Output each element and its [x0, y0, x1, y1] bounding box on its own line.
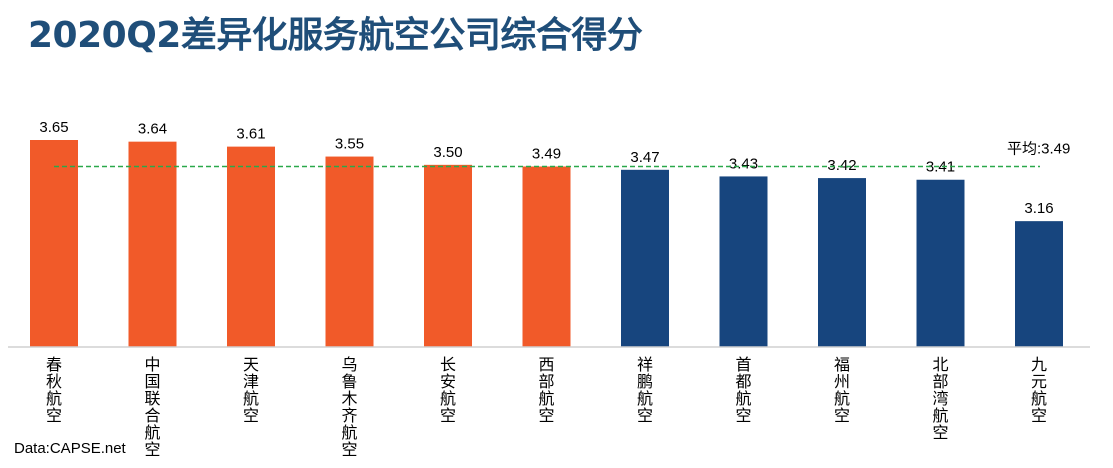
- bars-group: 3.65 3.64 3.61 3.55 3.50 3.49 3.47 3.43 3.42 3.41…: [30, 119, 1063, 347]
- value-label-10: 3.41: [926, 159, 955, 176]
- value-label-2: 3.64: [138, 121, 167, 138]
- category-label-7: 祥鹏航空: [636, 355, 653, 425]
- bar-6: [522, 166, 571, 347]
- value-label-9: 3.42: [827, 157, 856, 174]
- bar-5: [424, 164, 472, 347]
- value-label-6: 3.49: [532, 145, 561, 162]
- category-label-2: 中国联合航空: [144, 355, 161, 459]
- category-label-9: 福州航空: [833, 355, 850, 425]
- category-label-11: 九元航空: [1030, 355, 1047, 425]
- value-label-4: 3.55: [335, 136, 364, 153]
- bar-4: [325, 156, 374, 347]
- chart-title: 2020Q2差异化服务航空公司综合得分: [28, 15, 643, 56]
- value-label-3: 3.61: [236, 126, 265, 143]
- bar-7: [621, 169, 669, 347]
- value-label-8: 3.43: [729, 155, 758, 172]
- bar-2: [128, 141, 177, 347]
- category-label-10: 北部湾航空: [932, 355, 949, 442]
- value-label-1: 3.65: [39, 119, 68, 136]
- data-source: Data:CAPSE.net: [14, 440, 126, 457]
- value-label-11: 3.16: [1024, 200, 1053, 217]
- category-label-1: 春秋航空: [45, 355, 62, 425]
- category-label-5: 长安航空: [439, 355, 456, 425]
- bar-1: [30, 140, 78, 347]
- average-label: 平均:3.49: [1007, 140, 1070, 157]
- value-label-7: 3.47: [630, 149, 659, 166]
- value-label-5: 3.50: [433, 144, 462, 161]
- category-label-8: 首都航空: [735, 355, 752, 425]
- bar-10: [916, 179, 965, 347]
- category-label-3: 天津航空: [242, 355, 259, 425]
- bar-8: [719, 176, 768, 347]
- bar-11: [1015, 221, 1063, 347]
- category-label-6: 西部航空: [538, 355, 555, 425]
- category-label-4: 乌鲁木齐航空: [341, 355, 358, 459]
- bar-9: [818, 178, 866, 347]
- bar-3: [227, 146, 275, 347]
